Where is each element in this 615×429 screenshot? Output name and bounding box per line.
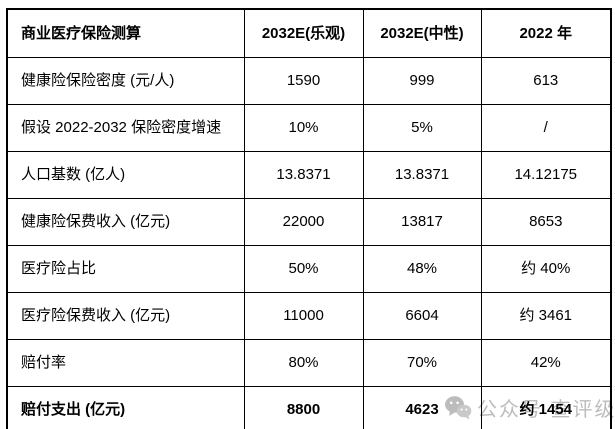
cell-value: 80% bbox=[243, 339, 364, 387]
cell-value: 约 40% bbox=[480, 245, 612, 293]
cell-value: 42% bbox=[480, 339, 612, 387]
cell-value: 48% bbox=[362, 245, 482, 293]
cell-value: 999 bbox=[362, 57, 482, 105]
table-row-density-growth-assumption: 假设 2022-2032 保险密度增速 10% 5% / bbox=[6, 104, 612, 152]
cell-value: 11000 bbox=[243, 292, 364, 340]
row-label: 赔付支出 (亿元) bbox=[6, 386, 245, 429]
row-label: 健康险保险密度 (元/人) bbox=[6, 57, 245, 105]
table-row-medical-insurance-share: 医疗险占比 50% 48% 约 40% bbox=[6, 245, 612, 293]
cell-value: 70% bbox=[362, 339, 482, 387]
table-row-health-premium-income: 健康险保费收入 (亿元) 22000 13817 8653 bbox=[6, 198, 612, 246]
cell-value: 约 3461 bbox=[480, 292, 612, 340]
row-label: 医疗险保费收入 (亿元) bbox=[6, 292, 245, 340]
header-col-2032e-neutral: 2032E(中性) bbox=[362, 8, 482, 58]
cell-value: 8800 bbox=[243, 386, 364, 429]
table-row-payout-expenditure: 赔付支出 (亿元) 8800 4623 约 1454 bbox=[6, 386, 612, 429]
cell-value: 14.12175 bbox=[480, 151, 612, 199]
cell-value: 1590 bbox=[243, 57, 364, 105]
row-label: 假设 2022-2032 保险密度增速 bbox=[6, 104, 245, 152]
cell-value: 613 bbox=[480, 57, 612, 105]
cell-value: 约 1454 bbox=[480, 386, 612, 429]
cell-value: 13.8371 bbox=[362, 151, 482, 199]
cell-value: 5% bbox=[362, 104, 482, 152]
insurance-projection-table: 商业医疗保险测算 2032E(乐观) 2032E(中性) 2022 年 健康险保… bbox=[6, 8, 612, 429]
cell-value: 4623 bbox=[362, 386, 482, 429]
row-label: 赔付率 bbox=[6, 339, 245, 387]
cell-value: 13.8371 bbox=[243, 151, 364, 199]
cell-value: / bbox=[480, 104, 612, 152]
cell-value: 8653 bbox=[480, 198, 612, 246]
table-row-payout-ratio: 赔付率 80% 70% 42% bbox=[6, 339, 612, 387]
table-row-health-insurance-density: 健康险保险密度 (元/人) 1590 999 613 bbox=[6, 57, 612, 105]
row-label: 人口基数 (亿人) bbox=[6, 151, 245, 199]
row-label: 健康险保费收入 (亿元) bbox=[6, 198, 245, 246]
header-row: 商业医疗保险测算 2032E(乐观) 2032E(中性) 2022 年 bbox=[6, 8, 612, 58]
header-col-2032e-optimistic: 2032E(乐观) bbox=[243, 8, 364, 58]
cell-value: 22000 bbox=[243, 198, 364, 246]
table-row-medical-premium-income: 医疗险保费收入 (亿元) 11000 6604 约 3461 bbox=[6, 292, 612, 340]
cell-value: 50% bbox=[243, 245, 364, 293]
header-title: 商业医疗保险测算 bbox=[6, 8, 245, 58]
table-row-population-base: 人口基数 (亿人) 13.8371 13.8371 14.12175 bbox=[6, 151, 612, 199]
cell-value: 6604 bbox=[362, 292, 482, 340]
row-label: 医疗险占比 bbox=[6, 245, 245, 293]
header-col-2022: 2022 年 bbox=[480, 8, 612, 58]
cell-value: 13817 bbox=[362, 198, 482, 246]
cell-value: 10% bbox=[243, 104, 364, 152]
